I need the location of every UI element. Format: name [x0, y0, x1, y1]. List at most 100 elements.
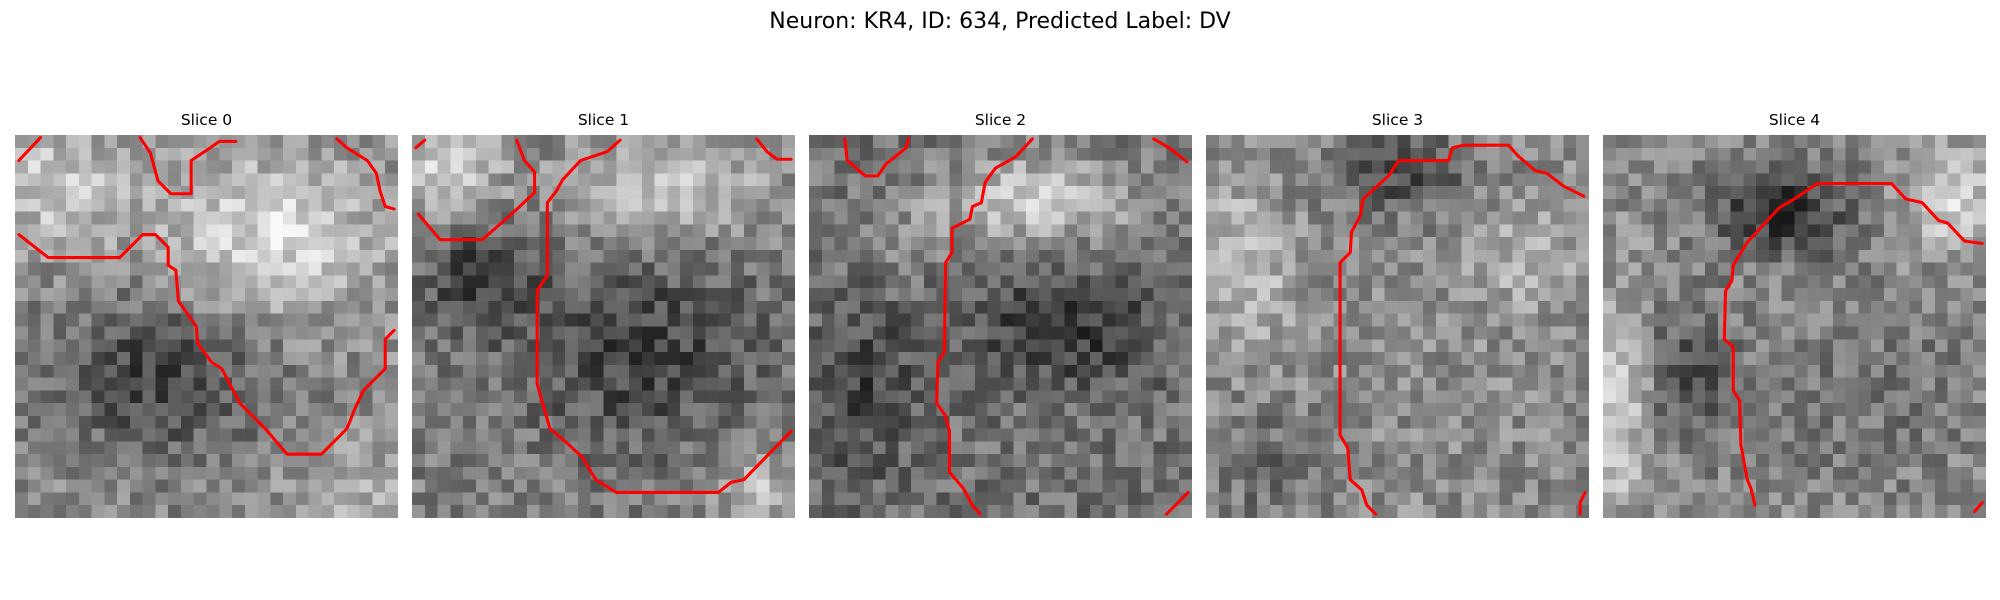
image-pixel — [385, 352, 398, 366]
image-pixel — [1641, 326, 1655, 340]
image-pixel — [346, 352, 360, 366]
image-pixel — [898, 211, 912, 225]
image-pixel — [1550, 198, 1564, 212]
image-pixel — [654, 339, 668, 353]
image-pixel — [514, 352, 528, 366]
image-pixel — [1666, 249, 1680, 263]
image-pixel — [1000, 492, 1014, 506]
image-pixel — [412, 249, 426, 263]
image-pixel — [180, 288, 194, 302]
image-pixel — [1743, 249, 1757, 263]
image-pixel — [1603, 160, 1617, 174]
image-pixel — [1858, 211, 1872, 225]
image-pixel — [731, 492, 745, 506]
image-pixel — [1666, 173, 1680, 187]
image-pixel — [603, 313, 617, 327]
image-pixel — [1883, 249, 1897, 263]
image-pixel — [1128, 288, 1142, 302]
image-pixel — [155, 211, 169, 225]
image-pixel — [1896, 249, 1910, 263]
image-pixel — [1435, 441, 1449, 455]
image-pixel — [27, 479, 41, 493]
image-pixel — [1474, 466, 1488, 480]
image-pixel — [1153, 441, 1167, 455]
image-pixel — [1512, 492, 1526, 506]
image-pixel — [1794, 300, 1808, 314]
image-pixel — [412, 262, 426, 276]
image-pixel — [168, 198, 182, 212]
image-pixel — [78, 428, 92, 442]
image-pixel — [359, 441, 373, 455]
image-pixel — [1845, 364, 1859, 378]
image-pixel — [219, 415, 233, 429]
image-pixel — [424, 326, 438, 340]
image-pixel — [1166, 160, 1180, 174]
image-pixel — [142, 466, 156, 480]
image-pixel — [168, 300, 182, 314]
image-pixel — [1448, 313, 1462, 327]
image-pixel — [654, 262, 668, 276]
image-pixel — [1743, 186, 1757, 200]
image-pixel — [1064, 479, 1078, 493]
image-pixel — [501, 173, 515, 187]
image-pixel — [847, 198, 861, 212]
image-pixel — [1807, 249, 1821, 263]
image-pixel — [743, 454, 757, 468]
image-pixel — [705, 249, 719, 263]
image-pixel — [385, 313, 398, 327]
image-pixel — [1743, 211, 1757, 225]
image-pixel — [1269, 428, 1283, 442]
image-pixel — [1423, 186, 1437, 200]
image-pixel — [1166, 364, 1180, 378]
image-pixel — [872, 300, 886, 314]
image-pixel — [155, 441, 169, 455]
image-pixel — [1909, 441, 1923, 455]
image-pixel — [821, 300, 835, 314]
image-pixel — [78, 326, 92, 340]
image-pixel — [1179, 454, 1192, 468]
image-pixel — [15, 300, 29, 314]
image-pixel — [1128, 428, 1142, 442]
image-pixel — [885, 160, 899, 174]
image-pixel — [1615, 147, 1629, 161]
image-pixel — [1666, 288, 1680, 302]
image-pixel — [1448, 275, 1462, 289]
image-pixel — [1218, 428, 1232, 442]
image-pixel — [1615, 198, 1629, 212]
image-pixel — [1410, 428, 1424, 442]
image-pixel — [91, 505, 105, 518]
image-pixel — [898, 454, 912, 468]
image-pixel — [1486, 173, 1500, 187]
image-pixel — [1730, 288, 1744, 302]
image-pixel — [1320, 377, 1334, 391]
image-pixel — [244, 224, 258, 238]
image-pixel — [1679, 454, 1693, 468]
image-pixel — [1922, 364, 1936, 378]
image-pixel — [565, 147, 579, 161]
image-pixel — [1550, 249, 1564, 263]
image-pixel — [1537, 198, 1551, 212]
image-pixel — [1563, 249, 1577, 263]
image-pixel — [1064, 198, 1078, 212]
image-pixel — [1140, 352, 1154, 366]
image-pixel — [66, 288, 80, 302]
image-pixel — [66, 505, 80, 518]
image-pixel — [1397, 147, 1411, 161]
image-pixel — [1730, 135, 1744, 149]
image-pixel — [78, 160, 92, 174]
image-pixel — [1077, 479, 1091, 493]
image-pixel — [552, 160, 566, 174]
image-pixel — [1282, 339, 1296, 353]
image-pixel — [1603, 505, 1617, 518]
image-pixel — [1576, 466, 1589, 480]
image-pixel — [308, 173, 322, 187]
image-pixel — [962, 275, 976, 289]
image-pixel — [308, 326, 322, 340]
image-pixel — [1102, 135, 1116, 149]
image-pixel — [129, 377, 143, 391]
image-pixel — [359, 300, 373, 314]
image-pixel — [1166, 428, 1180, 442]
image-pixel — [1179, 160, 1192, 174]
image-pixel — [654, 415, 668, 429]
image-pixel — [424, 466, 438, 480]
